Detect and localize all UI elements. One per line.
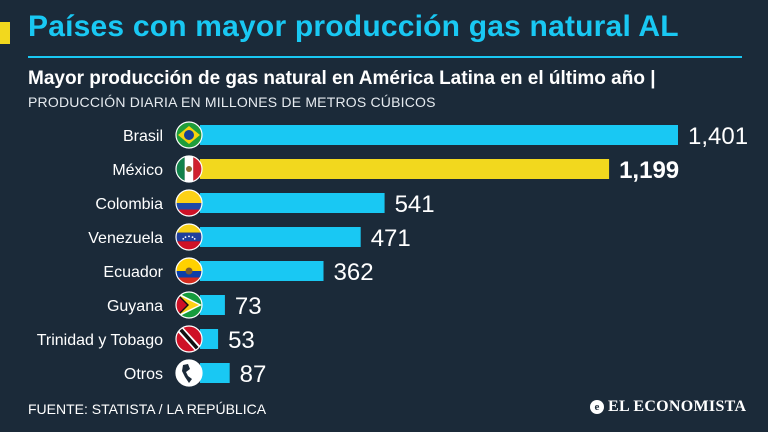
unit-note: PRODUCCIÓN DIARIA EN MILLONES DE METROS … (28, 94, 436, 110)
page-title: Países con mayor producción gas natural … (28, 10, 679, 43)
category-label: Trinidad y Tobago (37, 332, 163, 349)
category-label: Otros (124, 366, 163, 383)
value-label: 471 (371, 225, 411, 252)
value-label: 87 (240, 361, 267, 388)
value-label: 53 (228, 327, 255, 354)
bar (200, 363, 230, 383)
bar (200, 261, 324, 281)
mexico-flag-icon (176, 156, 202, 182)
category-label: Venezuela (88, 230, 163, 247)
trinidad-tobago-flag-icon (176, 326, 202, 352)
bar-row: Venezuela 471 (88, 223, 411, 252)
category-label: Ecuador (103, 264, 163, 281)
flag-ring (175, 189, 203, 217)
bar (200, 193, 385, 213)
ecuador-flag-icon (176, 258, 202, 284)
americas-globe-icon (176, 360, 202, 386)
category-label: Colombia (95, 196, 163, 213)
value-label: 541 (395, 191, 435, 218)
bar-row: Ecuador 362 (103, 257, 374, 286)
brand-logo: e EL ECONOMISTA (590, 398, 746, 416)
bar (200, 295, 225, 315)
bar-row: Guyana 73 (107, 291, 262, 320)
colombia-flag-icon (176, 190, 202, 216)
e-logo-icon: e (590, 400, 604, 414)
bar (200, 227, 361, 247)
flag-ring (175, 223, 203, 251)
category-label: Guyana (107, 298, 163, 315)
bar-row: Brasil 1,401 (123, 121, 748, 150)
flag-ring (175, 257, 203, 285)
chart-subtitle: Mayor producción de gas natural en Améri… (28, 68, 656, 89)
header-accent-bar (0, 22, 10, 44)
value-label: 1,199 (619, 157, 679, 184)
flag-ring (175, 291, 203, 319)
category-label: Brasil (123, 128, 163, 145)
bar-row: Otros 87 (124, 359, 267, 388)
brand-name: EL ECONOMISTA (608, 398, 747, 415)
flag-ring (175, 359, 203, 387)
flag-ring (175, 325, 203, 353)
bar (200, 329, 219, 349)
flag-ring (175, 155, 203, 183)
bar (200, 159, 610, 179)
header-divider (28, 56, 742, 58)
brazil-flag-icon (176, 122, 202, 148)
category-label: México (112, 162, 163, 179)
guyana-flag-icon (176, 292, 202, 318)
bar-row: Trinidad y Tobago 53 (37, 325, 255, 354)
bar-row: México 1,199 (112, 155, 679, 184)
bar (200, 125, 678, 145)
value-label: 1,401 (688, 123, 748, 150)
venezuela-flag-icon (176, 224, 202, 250)
flag-ring (175, 121, 203, 149)
bar-row: Colombia 541 (95, 189, 435, 218)
value-label: 73 (235, 293, 262, 320)
value-label: 362 (334, 259, 374, 286)
source-note: FUENTE: STATISTA / LA REPÚBLICA (28, 401, 267, 417)
